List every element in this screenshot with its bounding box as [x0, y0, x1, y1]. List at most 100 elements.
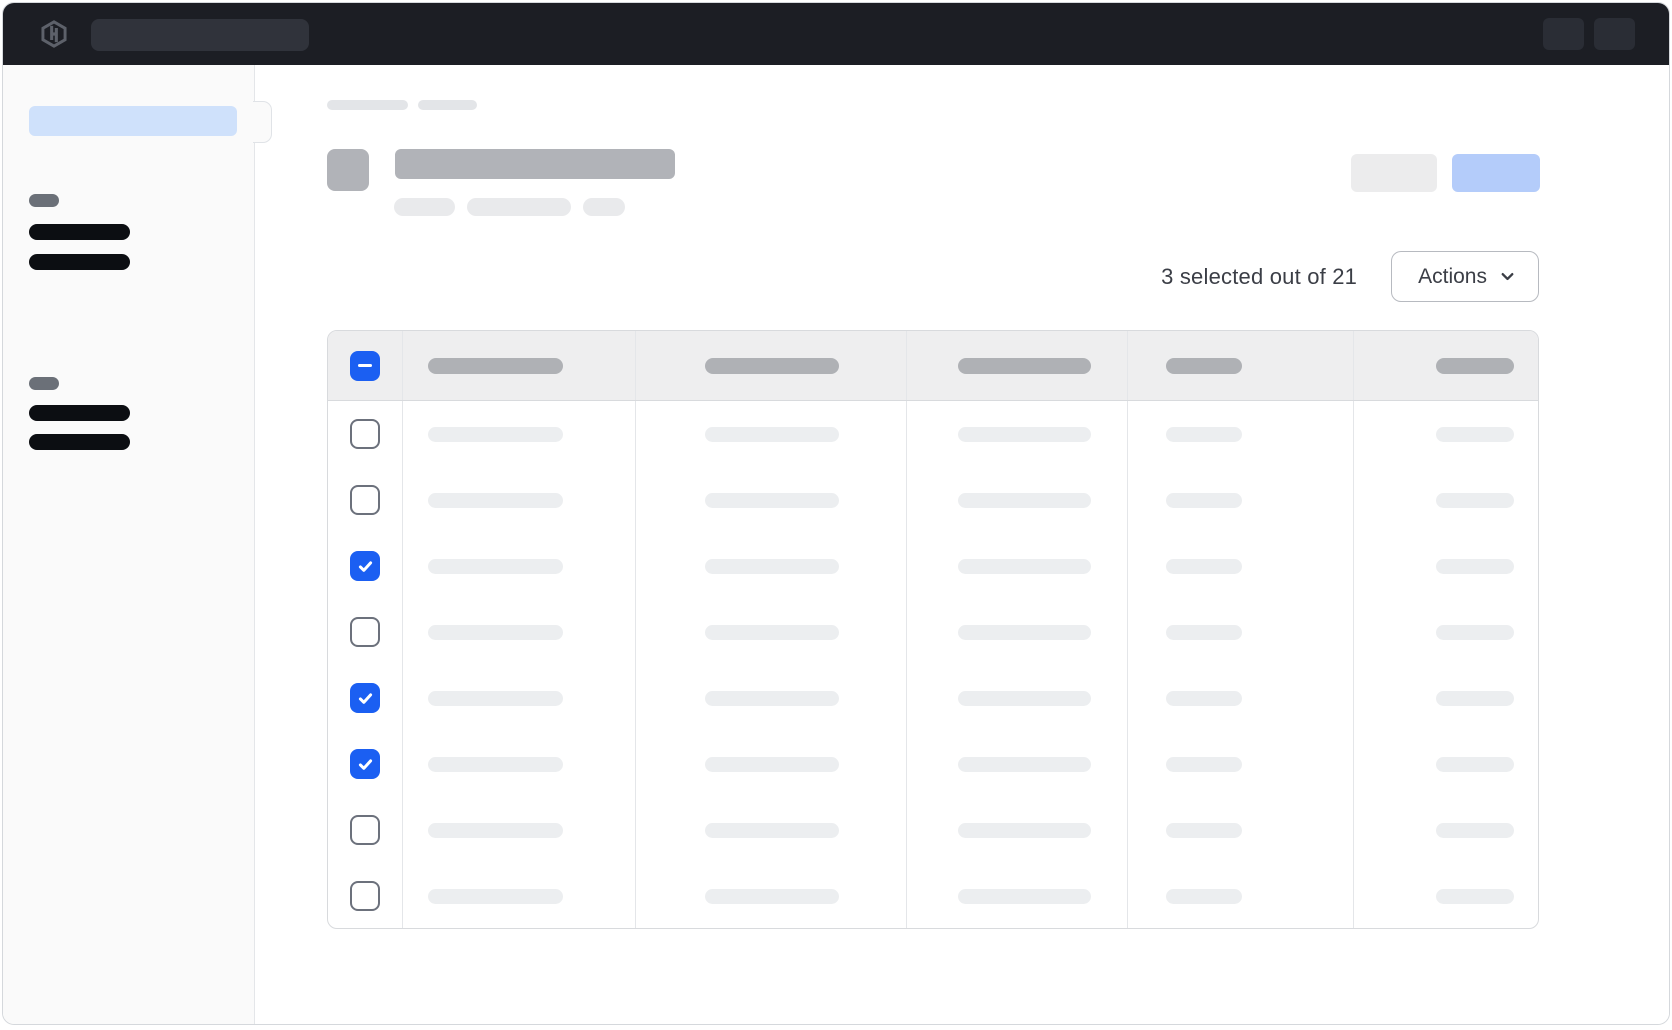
page-meta-skeleton	[467, 198, 571, 216]
column-header-skeleton	[705, 357, 839, 374]
cell-skeleton	[428, 624, 563, 640]
app-shell: 3 selected out of 21 Actions	[3, 65, 1669, 1024]
cell-skeleton	[1436, 624, 1514, 640]
cell-skeleton	[1166, 756, 1242, 772]
header-primary-button-skeleton[interactable]	[1452, 154, 1540, 192]
breadcrumb-item-skeleton[interactable]	[418, 100, 477, 110]
page-meta-skeleton	[583, 198, 625, 216]
nav-item-skeleton[interactable]	[29, 434, 130, 450]
cell-skeleton	[958, 690, 1091, 706]
nav-item-skeleton[interactable]	[29, 405, 130, 421]
table-row	[328, 599, 1538, 665]
hashicorp-logo-icon	[41, 20, 67, 48]
table-row	[328, 863, 1538, 928]
cell-skeleton	[428, 690, 563, 706]
column-header-skeleton	[1166, 357, 1242, 374]
row-checkbox[interactable]	[350, 749, 380, 779]
table-row	[328, 797, 1538, 863]
chevron-down-icon	[1501, 272, 1514, 281]
cell-skeleton	[428, 492, 563, 508]
topbar-button-skeleton-2[interactable]	[1594, 18, 1635, 50]
table-row	[328, 665, 1538, 731]
row-checkbox[interactable]	[350, 419, 380, 449]
cell-skeleton	[1436, 690, 1514, 706]
cell-skeleton	[958, 426, 1091, 442]
table-row	[328, 731, 1538, 797]
row-checkbox[interactable]	[350, 683, 380, 713]
cell-skeleton	[428, 558, 563, 574]
actions-button-label: Actions	[1418, 264, 1487, 288]
cell-skeleton	[705, 756, 839, 772]
nav-item-skeleton[interactable]	[29, 254, 130, 270]
column-header-skeleton	[1436, 357, 1514, 374]
nav-section-label-skeleton	[29, 194, 59, 207]
selection-summary: 3 selected out of 21	[1161, 263, 1358, 289]
cell-skeleton	[428, 822, 563, 838]
cell-skeleton	[705, 888, 839, 904]
cell-skeleton	[705, 822, 839, 838]
cell-skeleton	[705, 492, 839, 508]
cell-skeleton	[1166, 426, 1242, 442]
cell-skeleton	[428, 426, 563, 442]
cell-skeleton	[1436, 426, 1514, 442]
cell-skeleton	[1436, 822, 1514, 838]
cell-skeleton	[958, 822, 1091, 838]
minus-icon	[358, 363, 372, 368]
cell-skeleton	[958, 756, 1091, 772]
nav-section-label-skeleton	[29, 377, 59, 390]
cell-skeleton	[1166, 822, 1242, 838]
row-checkbox[interactable]	[350, 551, 380, 581]
table-row	[328, 467, 1538, 533]
breadcrumb-item-skeleton[interactable]	[327, 100, 408, 110]
page-meta-skeleton	[394, 198, 455, 216]
topbar-button-skeleton-1[interactable]	[1543, 18, 1584, 50]
table-header-row	[328, 331, 1538, 401]
topbar	[3, 3, 1669, 65]
global-search-skeleton[interactable]	[91, 19, 309, 51]
cell-skeleton	[958, 888, 1091, 904]
cell-skeleton	[705, 690, 839, 706]
cell-skeleton	[428, 756, 563, 772]
cell-skeleton	[1166, 888, 1242, 904]
cell-skeleton	[1166, 492, 1242, 508]
sidebar	[3, 65, 272, 1024]
nav-item-skeleton[interactable]	[29, 224, 130, 240]
page-title-skeleton	[395, 149, 675, 179]
cell-skeleton	[705, 624, 839, 640]
selection-bar: 3 selected out of 21 Actions	[1161, 251, 1539, 302]
cell-skeleton	[1436, 888, 1514, 904]
main-content: 3 selected out of 21 Actions	[255, 65, 1669, 1024]
cell-skeleton	[1436, 756, 1514, 772]
header-secondary-button-skeleton[interactable]	[1351, 154, 1437, 192]
column-header-skeleton	[428, 357, 563, 374]
row-checkbox[interactable]	[350, 617, 380, 647]
select-all-checkbox[interactable]	[350, 350, 380, 381]
check-icon	[358, 560, 372, 572]
cell-skeleton	[1166, 690, 1242, 706]
check-icon	[358, 692, 372, 704]
table-row	[328, 533, 1538, 599]
cell-skeleton	[958, 492, 1091, 508]
cell-skeleton	[1166, 624, 1242, 640]
row-checkbox[interactable]	[350, 815, 380, 845]
table-row	[328, 401, 1538, 467]
cell-skeleton	[705, 426, 839, 442]
sidebar-selected-item-skeleton[interactable]	[29, 106, 237, 136]
row-checkbox[interactable]	[350, 485, 380, 515]
sidebar-collapse-handle[interactable]	[253, 101, 272, 143]
cell-skeleton	[958, 558, 1091, 574]
cell-skeleton	[428, 888, 563, 904]
column-header-skeleton	[958, 357, 1091, 374]
actions-button[interactable]: Actions	[1391, 251, 1539, 302]
cell-skeleton	[958, 624, 1091, 640]
cell-skeleton	[705, 558, 839, 574]
cell-skeleton	[1166, 558, 1242, 574]
page-icon-skeleton	[327, 149, 369, 191]
cell-skeleton	[1436, 492, 1514, 508]
cell-skeleton	[1436, 558, 1514, 574]
table-body	[328, 401, 1538, 928]
row-checkbox[interactable]	[350, 881, 380, 911]
data-table	[327, 330, 1539, 929]
topbar-actions	[1543, 18, 1635, 50]
